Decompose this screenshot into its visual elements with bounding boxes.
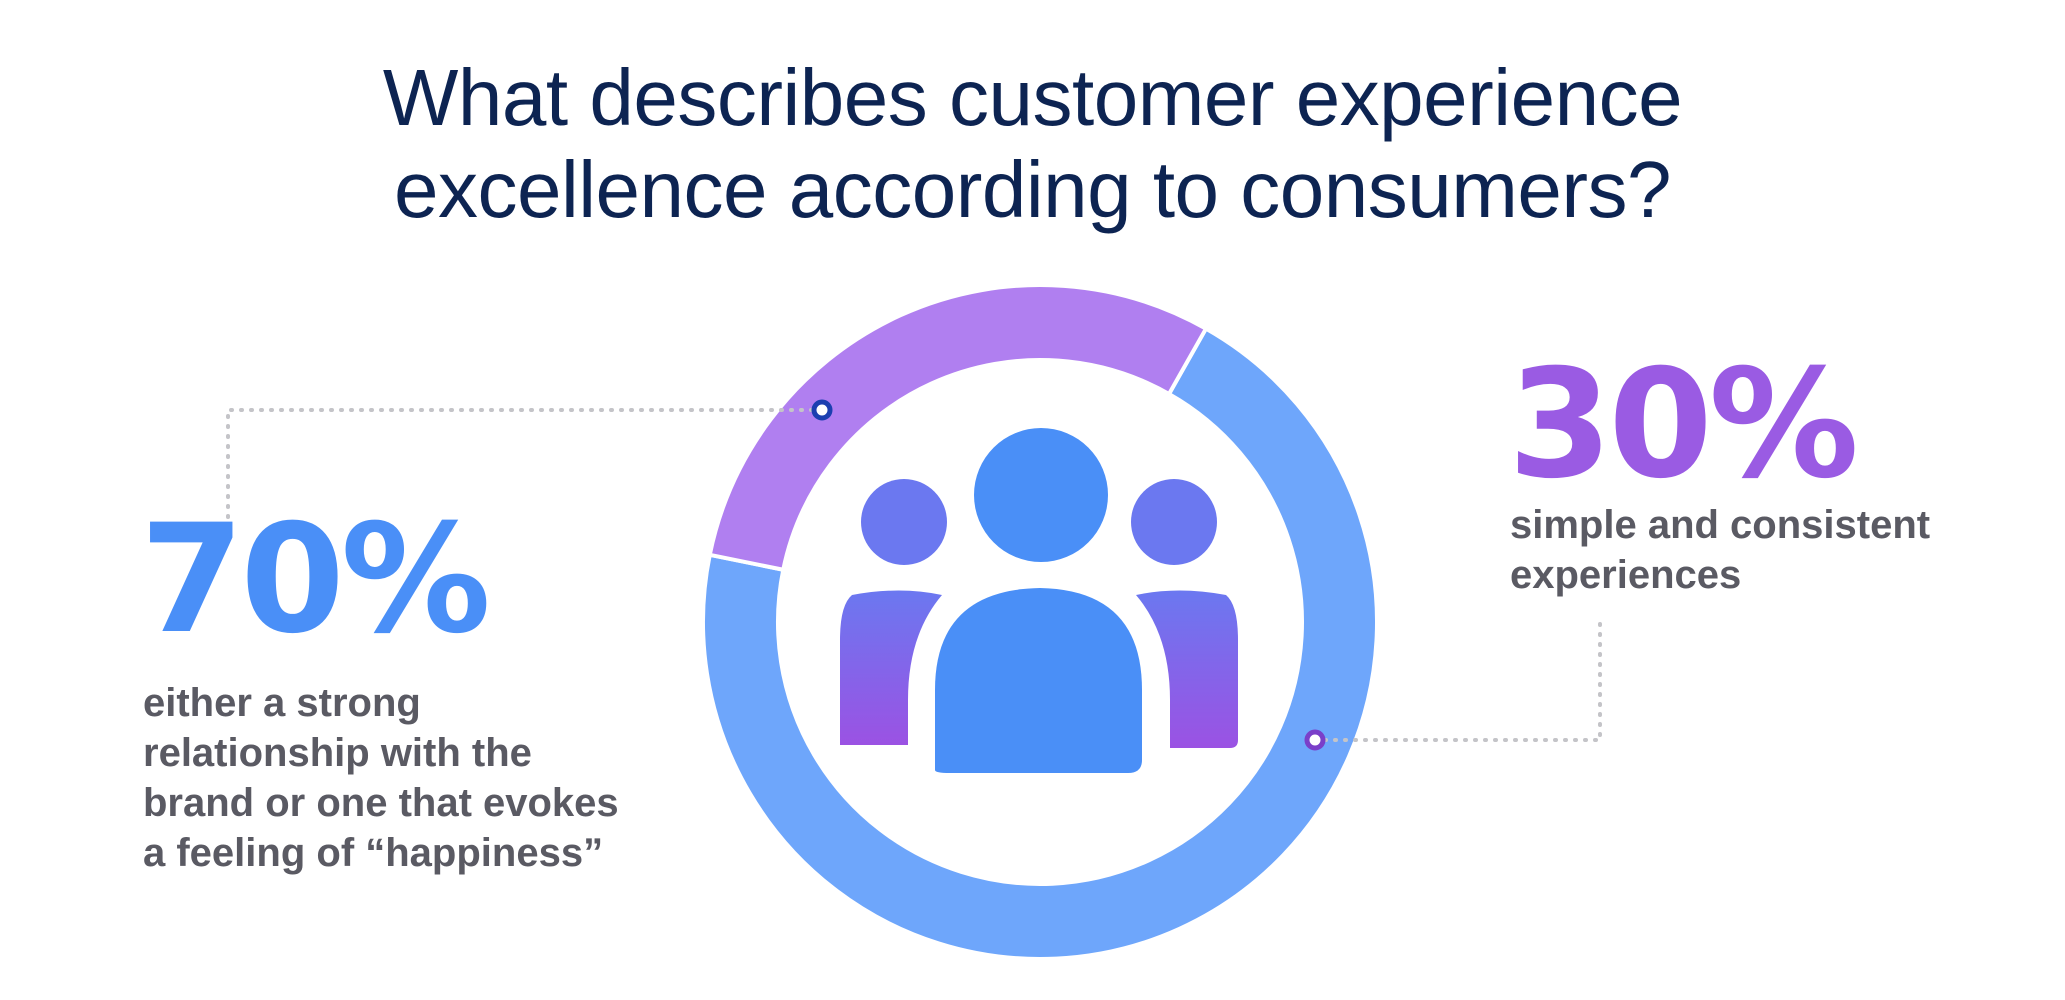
slice-1-description-line: brand or one that evokes xyxy=(143,781,619,825)
slice-2-description-line: experiences xyxy=(1510,553,1742,597)
slice-2-percent: 30% xyxy=(1508,338,1859,512)
slice-1-description-line: either a strong xyxy=(143,681,421,725)
person-right-head-icon xyxy=(1131,479,1217,565)
marker-right xyxy=(1304,729,1326,751)
chart-title-line-1: What describes customer experience xyxy=(382,53,1683,142)
chart-title: What describes customer experience excel… xyxy=(0,52,2065,236)
marker-left xyxy=(811,399,833,421)
person-center-head-icon xyxy=(974,428,1108,562)
person-right-body-icon xyxy=(1136,590,1238,748)
leader-line-left xyxy=(226,408,824,527)
people-group-icon xyxy=(840,428,1238,773)
person-left-body-icon xyxy=(840,590,942,745)
slice-1-description-line: a feeling of “happiness” xyxy=(143,831,604,875)
slice-1-percent: 70% xyxy=(140,493,491,667)
donut-slice-1 xyxy=(701,325,1379,961)
chart-title-line-2: excellence according to consumers? xyxy=(393,145,1672,234)
slice-1-description: either a strong relationship with the br… xyxy=(143,678,663,878)
person-left-head-icon xyxy=(861,479,947,565)
slice-2-description: simple and consistent experiences xyxy=(1510,500,1990,600)
donut-slices xyxy=(701,283,1379,961)
donut-slice-2 xyxy=(707,283,1209,573)
person-center-body-icon xyxy=(935,588,1142,773)
slice-1-description-line: relationship with the xyxy=(143,731,532,775)
slice-2-description-line: simple and consistent xyxy=(1510,503,1931,547)
